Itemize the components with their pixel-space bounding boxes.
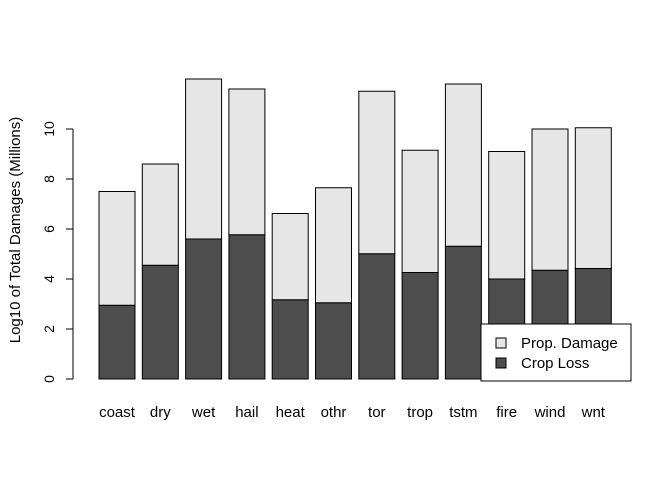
bar-trop-prop-damage: [401, 149, 439, 273]
bar-tstm-prop-damage: [444, 83, 482, 247]
y-tick-label: 4: [41, 275, 57, 283]
x-tick-label-wind: wind: [534, 404, 566, 421]
x-tick-label-coast: coast: [99, 404, 136, 421]
bar-wnt-prop-damage: [574, 127, 612, 269]
y-tick-label: 2: [41, 325, 57, 333]
x-tick-label-hail: hail: [235, 404, 258, 421]
bar-fire-prop-damage: [488, 151, 526, 280]
bar-dry-crop-loss: [141, 264, 179, 380]
y-tick-label: 8: [41, 175, 57, 183]
x-tick-label-wnt: wnt: [581, 404, 606, 421]
legend-swatch: [495, 357, 507, 369]
bar-coast-prop-damage: [98, 191, 136, 306]
legend: Prop. Damage Crop Loss: [480, 323, 632, 382]
bar-wet-prop-damage: [185, 78, 223, 240]
x-tick-label-heat: heat: [276, 404, 306, 421]
legend-label: Crop Loss: [521, 355, 589, 372]
legend-swatch: [495, 337, 507, 349]
bar-dry-prop-damage: [141, 163, 179, 266]
bar-wind-prop-damage: [531, 128, 569, 271]
y-axis-label: Log10 of Total Damages (Millions): [7, 117, 24, 344]
bar-hail-crop-loss: [228, 234, 266, 380]
legend-box: [480, 323, 632, 382]
x-tick-label-dry: dry: [150, 404, 171, 421]
bar-tstm-crop-loss: [444, 245, 482, 380]
bar-tor-crop-loss: [358, 253, 396, 380]
x-tick-label-tor: tor: [368, 404, 386, 421]
y-tick-label: 6: [41, 225, 57, 233]
x-tick-label-tstm: tstm: [449, 404, 477, 421]
x-tick-labels: coast dry wet hail heat othr tor trop tstm fire wi…: [99, 404, 606, 421]
bar-othr-prop-damage: [315, 187, 352, 304]
x-tick-label-wet: wet: [191, 404, 216, 421]
legend-label: Prop. Damage: [521, 335, 618, 352]
x-tick-label-trop: trop: [407, 404, 433, 421]
bar-hail-prop-damage: [228, 88, 266, 236]
bar-trop-crop-loss: [401, 272, 439, 380]
y-axis: 0 2 4 6 8 10: [41, 121, 74, 383]
y-tick-label: 10: [41, 121, 57, 137]
bar-heat-crop-loss: [271, 299, 309, 380]
bar-heat-prop-damage: [271, 213, 309, 301]
y-tick-label: 0: [41, 375, 57, 383]
bar-tor-prop-damage: [358, 90, 396, 255]
x-tick-label-fire: fire: [496, 404, 517, 421]
bar-coast-crop-loss: [98, 304, 136, 380]
bar-wet-crop-loss: [185, 238, 223, 380]
x-tick-label-othr: othr: [321, 404, 347, 421]
bar-othr-crop-loss: [315, 302, 352, 380]
